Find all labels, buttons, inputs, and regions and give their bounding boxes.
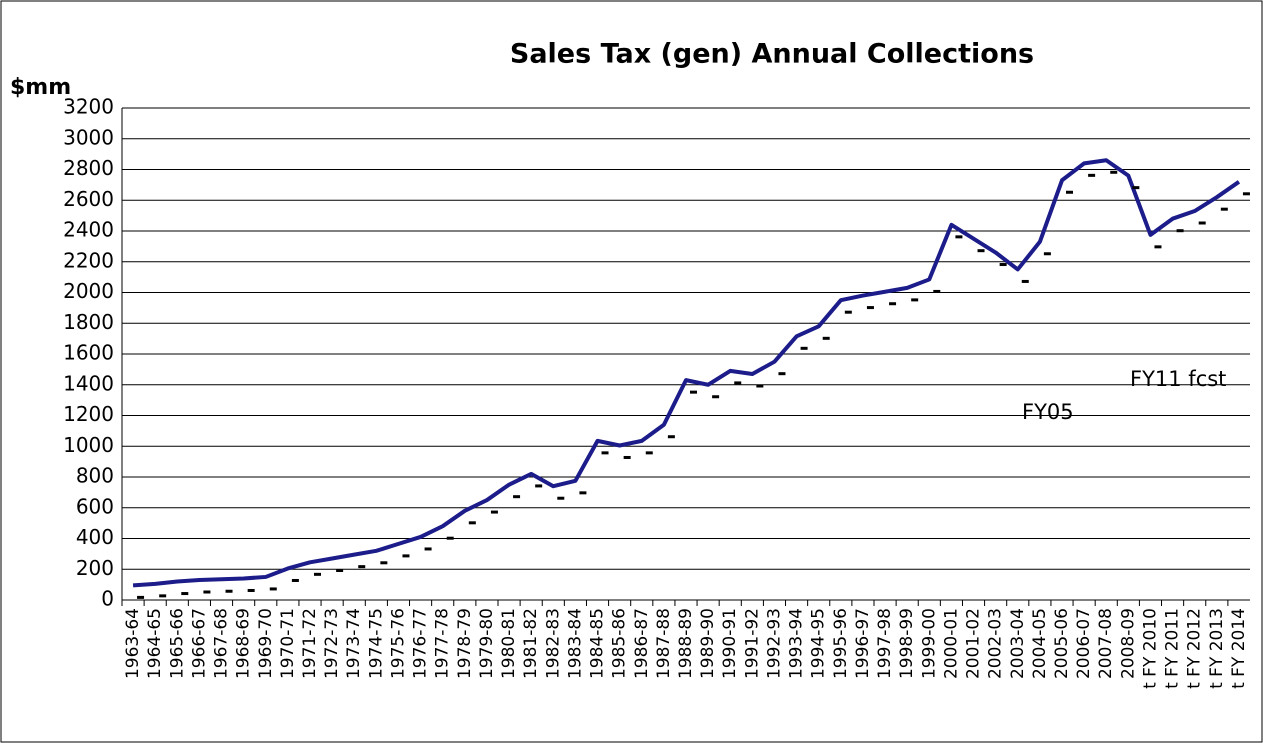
x-tick-label: 2000-01: [941, 608, 961, 679]
x-tick-label: 2004-05: [1030, 608, 1050, 679]
y-tick-label: 800: [76, 464, 114, 488]
y-tick-label: 200: [76, 556, 114, 580]
y-tick-label: 2800: [63, 156, 114, 180]
x-tick-label: 1999-00: [919, 608, 939, 679]
x-tick-label: 1983-84: [565, 608, 585, 679]
x-tick-label: 1987-88: [654, 608, 674, 679]
x-tick-label: 2005-06: [1052, 608, 1072, 679]
x-tick-label: 1972-73: [322, 608, 342, 679]
x-tick-label: 2006-07: [1074, 608, 1094, 679]
x-tick-label: 1977-78: [433, 608, 453, 679]
x-tick-label: 2003-04: [1008, 608, 1028, 679]
x-tick-label: 1998-99: [897, 608, 917, 679]
y-tick-label: 3200: [63, 95, 114, 119]
x-tick-label: 1976-77: [411, 608, 431, 679]
x-tick-label: 1965-66: [167, 608, 187, 679]
x-tick-label: 1982-83: [543, 608, 563, 679]
x-tick-label: t FY 2010: [1140, 608, 1160, 689]
y-tick-label: 1400: [63, 371, 114, 395]
x-tick-label: t FY 2014: [1229, 608, 1249, 689]
y-tick-label: 3000: [63, 125, 114, 149]
chart-title: Sales Tax (gen) Annual Collections: [510, 39, 1034, 70]
annotation: FY11 fcst: [1130, 367, 1226, 391]
x-tick-label: 1986-87: [632, 608, 652, 679]
x-tick-label: 1974-75: [366, 608, 386, 679]
y-tick-label: 2000: [63, 279, 114, 303]
y-tick-label: 0: [101, 587, 114, 611]
x-tick-label: 1981-82: [521, 608, 541, 679]
y-tick-label: 2400: [63, 218, 114, 242]
y-tick-label: 2200: [63, 248, 114, 272]
x-tick-label: 1967-68: [212, 608, 232, 679]
x-tick-label: t FY 2013: [1207, 608, 1227, 689]
x-tick-label: 2001-02: [964, 608, 984, 679]
y-tick-label: 600: [76, 494, 114, 518]
x-tick-label: 1971-72: [300, 608, 320, 679]
x-tick-label: 1973-74: [344, 608, 364, 679]
x-tick-label: 1968-69: [234, 608, 254, 679]
y-tick-label: 1000: [63, 433, 114, 457]
x-tick-label: 1993-94: [787, 608, 807, 679]
x-tick-label: t FY 2011: [1163, 608, 1183, 689]
x-tick-label: 1964-65: [145, 608, 165, 679]
y-tick-label: 1200: [63, 402, 114, 426]
x-tick-label: 1985-86: [610, 608, 630, 679]
x-tick-label: 2008-09: [1118, 608, 1138, 679]
x-tick-label: 1996-97: [853, 608, 873, 679]
x-tick-label: 1975-76: [388, 608, 408, 679]
x-tick-label: 1988-89: [676, 608, 696, 679]
y-axis-label: $mm: [10, 75, 71, 100]
x-tick-label: 1994-95: [809, 608, 829, 679]
x-tick-label: 1978-79: [455, 608, 475, 679]
x-tick-label: 1990-91: [720, 608, 740, 679]
x-tick-label: t FY 2012: [1185, 608, 1205, 689]
x-tick-label: 1984-85: [588, 608, 608, 679]
x-tick-label: 1980-81: [499, 608, 519, 679]
data-line: [132, 158, 1241, 588]
y-tick-label: 1600: [63, 341, 114, 365]
x-tick-label: 1989-90: [698, 608, 718, 679]
x-tick-label: 1970-71: [278, 608, 298, 679]
x-tick-label: 1995-96: [831, 608, 851, 679]
x-tick-label: 2007-08: [1096, 608, 1116, 679]
y-tick-label: 400: [76, 525, 114, 549]
x-tick-label: 1966-67: [189, 608, 209, 679]
y-tick-label: 1800: [63, 310, 114, 334]
annotation: FY05: [1022, 400, 1074, 424]
x-tick-label: 2002-03: [986, 608, 1006, 679]
x-tick-label: 1963-64: [123, 608, 143, 679]
x-tick-label: 1992-93: [764, 608, 784, 679]
x-tick-label: 1979-80: [477, 608, 497, 679]
x-tick-label: 1997-98: [875, 608, 895, 679]
y-tick-label: 2600: [63, 187, 114, 211]
x-tick-label: 1969-70: [256, 608, 276, 679]
x-tick-label: 1991-92: [742, 608, 762, 679]
